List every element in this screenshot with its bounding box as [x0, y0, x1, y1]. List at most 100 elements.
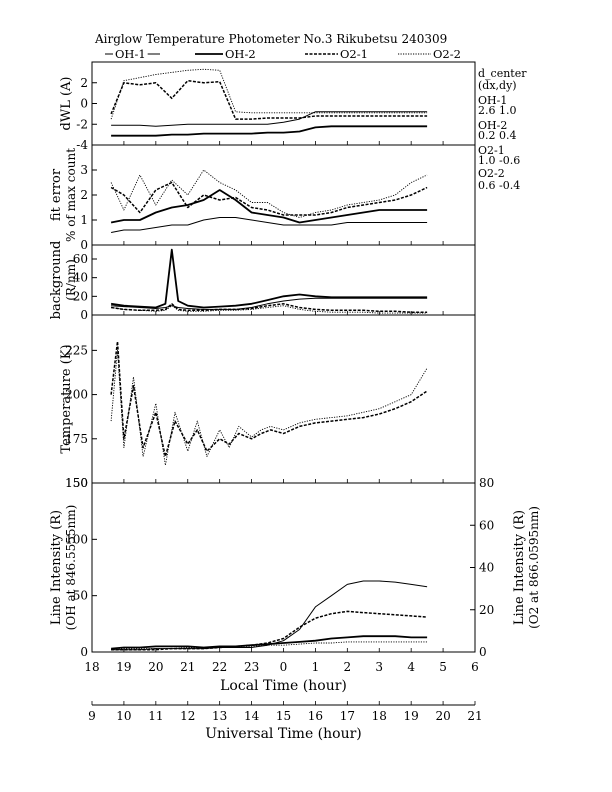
ytick-label-temperature: 200 [65, 388, 88, 402]
universal-time-tick-label: 20 [435, 709, 450, 723]
ytick-label-dWL: 0 [80, 97, 88, 111]
series-line-dWL-oh-2 [111, 125, 428, 137]
ytick-label-temperature: 175 [65, 432, 88, 446]
legend-label-oh-1: OH-1 [115, 47, 146, 61]
annotation-o21-val: 1.0 -0.6 [478, 154, 520, 167]
chart-title: Airglow Temperature Photometer No.3 Riku… [94, 32, 447, 46]
panel-frame-fit_error [91, 144, 476, 246]
series-group-background [110, 248, 428, 314]
panel-frame-line_intensity [91, 482, 476, 653]
local-time-tick-label: 3 [375, 660, 383, 674]
ytick-right-label-line_intensity: 80 [479, 476, 494, 490]
ytick-label-line_intensity: 0 [80, 645, 88, 659]
local-time-tick-label: 23 [244, 660, 259, 674]
ylabel-line_intensity: Line Intensity (R) [49, 510, 64, 625]
series-line-dWL-o2-2 [110, 68, 428, 120]
panel-background: 0 20 40 60 background (R/nm) [49, 241, 476, 322]
universal-time-tick-label: 21 [467, 709, 482, 723]
local-time-tick-label: 19 [116, 660, 131, 674]
ytick-label-temperature: 225 [65, 343, 88, 357]
ytick-right-label-line_intensity: 0 [479, 645, 487, 659]
series-line-background-oh-2 [110, 248, 428, 309]
ytick-right-label-line_intensity: 40 [479, 561, 494, 575]
series-group-dWL [110, 68, 428, 137]
legend-label-o2-2: O2-2 [433, 47, 461, 61]
local-time-tick-label: 21 [180, 660, 195, 674]
series-line-line_intensity-oh-1 [111, 580, 428, 651]
ylabel-fit_error: fit error [49, 168, 64, 221]
ylabel-background: background [49, 241, 64, 320]
ylabel-right-line_intensity: Line Intensity (R) [512, 510, 527, 625]
ytick-right-label-line_intensity: 60 [479, 518, 494, 532]
ylabel-dWL: dWL (A) [59, 77, 74, 131]
ylabel-right2-line_intensity: (O2 at 866.0595nm) [527, 506, 541, 629]
series-line-line_intensity-o2-2 [111, 641, 428, 651]
panel-dWL: -4 -2 0 2 dWL (A) [59, 61, 476, 152]
ytick-label-dWL: 2 [80, 76, 88, 90]
local-time-tick-label: 1 [312, 660, 320, 674]
annotation-oh2-val: 0.2 0.4 [478, 129, 516, 142]
local-time-tick-label: 22 [212, 660, 227, 674]
ytick-label-line_intensity: 50 [73, 589, 88, 603]
series-line-temperature-o2-1 [110, 340, 428, 458]
ylabel-temperature: Temperature (K) [59, 344, 74, 453]
series-line-dWL-o2-1 [110, 79, 428, 120]
panel-frame-temperature [91, 314, 476, 484]
annotation-d-center: d_center [478, 67, 527, 80]
series-line-line_intensity-oh-2 [111, 635, 428, 650]
annotation-o21-label: O2-1 [478, 144, 505, 157]
ytick-label-line_intensity: 150 [65, 476, 88, 490]
series-group-temperature [110, 340, 428, 466]
legend-label-o2-1: O2-1 [340, 47, 368, 61]
series-line-temperature-o2-2 [110, 349, 428, 466]
ytick-label-background: 20 [73, 289, 88, 303]
ytick-label-fit_error: 2 [80, 188, 88, 202]
local-time-tick-label: 18 [84, 660, 99, 674]
ytick-label-background: 40 [73, 271, 88, 285]
local-time-tick-label: 6 [471, 660, 479, 674]
ytick-label-background: 0 [80, 308, 88, 322]
local-time-tick-label: 20 [148, 660, 163, 674]
legend-label-oh-2: OH-2 [225, 47, 256, 61]
ytick-right-label-line_intensity: 20 [479, 603, 494, 617]
annotations: d_center(dx,dy) OH-12.6 1.0 OH-20.2 0.4 O2-… [478, 67, 527, 192]
series-line-fit_error-oh-1 [111, 217, 428, 233]
universal-time-tick-label: 16 [308, 709, 323, 723]
universal-time-tick-label: 9 [88, 709, 96, 723]
series-line-fit_error-oh-2 [110, 189, 428, 224]
ytick-label-temperature: 150 [65, 476, 88, 490]
annotation-oh1-val: 2.6 1.0 [478, 104, 516, 117]
universal-time-tick-label: 12 [180, 709, 195, 723]
ytick-label-line_intensity: 100 [65, 532, 88, 546]
universal-time-axis-label: Universal Time (hour) [205, 726, 362, 742]
series-line-fit_error-o2-2 [110, 169, 428, 218]
universal-time-tick-label: 11 [148, 709, 163, 723]
annotation-oh2-label: OH-2 [478, 119, 507, 132]
universal-time-tick-label: 14 [244, 709, 260, 723]
series-line-background-o2-1 [110, 303, 428, 313]
universal-time-tick-label: 17 [340, 709, 355, 723]
ylabel2-fit_error: % of max count [64, 148, 78, 242]
panel-fit_error: 0 1 2 3 fit error% of max count [49, 144, 476, 252]
annotation-o22-val: 0.6 -0.4 [478, 179, 520, 192]
series-group-fit_error [110, 169, 428, 233]
universal-time-tick-label: 13 [212, 709, 227, 723]
panels: -4 -2 0 2 dWL (A) 0 1 2 3 fit error% of max count… [49, 61, 541, 659]
annotation-o22-label: O2-2 [478, 167, 505, 180]
ytick-label-dWL: -4 [76, 138, 88, 152]
universal-time-tick-label: 19 [404, 709, 419, 723]
ytick-label-fit_error: 0 [80, 238, 88, 252]
ylabel2-background: (R/nm) [64, 259, 78, 301]
local-time-tick-label: 4 [407, 660, 415, 674]
series-line-line_intensity-o2-1 [111, 610, 428, 651]
universal-time-tick-label: 15 [276, 709, 291, 723]
ytick-label-fit_error: 1 [80, 213, 88, 227]
ytick-label-dWL: -2 [76, 117, 88, 131]
local-time-tick-label: 5 [439, 660, 447, 674]
annotation-dxdy: (dx,dy) [478, 79, 517, 92]
annotation-oh1-label: OH-1 [478, 94, 507, 107]
